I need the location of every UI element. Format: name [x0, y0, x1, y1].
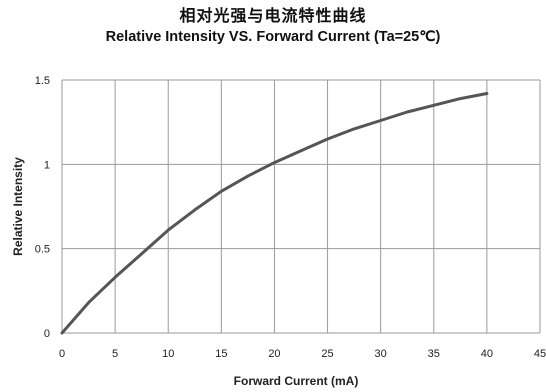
x-tick-label: 30 — [375, 348, 387, 360]
x-tick-label: 10 — [162, 348, 174, 360]
x-tick-label: 40 — [481, 348, 493, 360]
x-tick-label: 15 — [215, 348, 227, 360]
x-axis-label: Forward Current (mA) — [234, 374, 359, 388]
y-tick-label: 0.5 — [35, 244, 50, 256]
x-tick-label: 25 — [321, 348, 333, 360]
x-tick-label: 45 — [534, 348, 546, 360]
y-tick-label: 0 — [44, 328, 50, 340]
x-tick-label: 0 — [59, 348, 65, 360]
x-tick-label: 20 — [268, 348, 280, 360]
x-tick-label: 35 — [428, 348, 440, 360]
y-tick-label: 1 — [44, 159, 50, 171]
x-tick-label: 5 — [112, 348, 118, 360]
series-line — [60, 92, 489, 335]
grid — [61, 79, 541, 334]
y-axis-label: Relative Intensity — [11, 157, 25, 256]
chart-title-en: Relative Intensity VS. Forward Current (… — [105, 29, 441, 45]
y-tick-label: 1.5 — [35, 75, 50, 87]
tick-labels: 0 5 10 15 20 25 30 35 40 45 0 0.5 1 1.5 — [35, 75, 546, 360]
series-layer — [60, 92, 489, 335]
chart-title-cn: 相对光强与电流特性曲线 — [179, 6, 367, 25]
